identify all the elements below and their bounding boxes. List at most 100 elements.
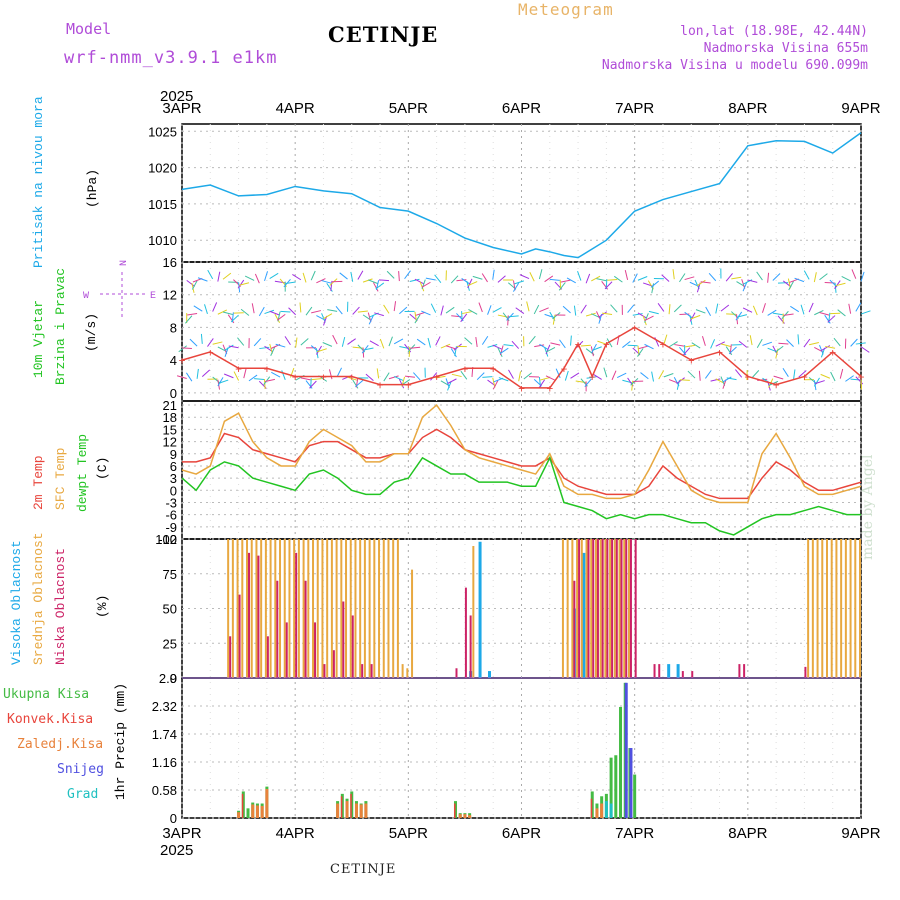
wind-arrow bbox=[803, 270, 810, 280]
cloud-low-label: Niska Oblacnost bbox=[53, 548, 68, 665]
wind-arrow bbox=[212, 302, 218, 312]
wind-arrow bbox=[570, 372, 580, 379]
wind-arrow bbox=[728, 346, 737, 355]
total-precip-bar bbox=[246, 808, 250, 818]
wind-arrow bbox=[399, 306, 408, 315]
wind-arrow bbox=[586, 376, 597, 379]
wind-arrow bbox=[558, 282, 566, 291]
wind-arrow bbox=[271, 371, 281, 378]
wind-arrow bbox=[848, 303, 852, 314]
wind-arrow bbox=[592, 373, 602, 380]
wind-speed-marker: + bbox=[801, 370, 808, 383]
legend-hail: Grad bbox=[67, 787, 99, 802]
wind-arrow bbox=[701, 336, 706, 346]
wind-arrow bbox=[425, 277, 436, 281]
wind-arrow bbox=[450, 275, 459, 284]
wind-arrow bbox=[217, 271, 221, 282]
wind-arrow bbox=[564, 370, 569, 381]
wind-arrow bbox=[596, 278, 607, 282]
legend-conv-precip: Konvek.Kisa bbox=[7, 712, 94, 727]
wind-arrow bbox=[793, 369, 796, 380]
temp-dew-label: dewpt Temp bbox=[75, 434, 90, 512]
wind-speed-marker: + bbox=[716, 346, 723, 359]
wind-arrow bbox=[264, 309, 275, 315]
legend-total-precip: Ukupna Kisa bbox=[3, 687, 90, 702]
wind-arrow bbox=[512, 282, 520, 292]
temperature-y-tick: 6 bbox=[170, 459, 177, 474]
wind-unit: (m/s) bbox=[84, 313, 99, 352]
compass-north-label: N bbox=[119, 260, 130, 266]
precip-y-tick: 0.58 bbox=[152, 783, 177, 798]
wind-arrow bbox=[374, 312, 384, 317]
wind-arrow bbox=[830, 371, 836, 382]
wind-arrow bbox=[421, 281, 431, 288]
wind-speed-marker: + bbox=[603, 338, 610, 351]
wind-arrow bbox=[720, 304, 730, 312]
total-precip-bar bbox=[614, 755, 618, 818]
wind-arrow bbox=[412, 372, 421, 381]
wind-arrow bbox=[398, 378, 405, 389]
frozen-precip-bar bbox=[354, 803, 358, 818]
wind-arrow bbox=[302, 272, 307, 283]
wind-arrow bbox=[276, 313, 286, 321]
wind-arrow bbox=[451, 373, 462, 378]
wind-arrow bbox=[275, 343, 286, 348]
conv-precip-bar bbox=[241, 793, 244, 818]
wind-arrow bbox=[445, 306, 455, 314]
wind-arrow bbox=[788, 281, 795, 291]
wind-arrow bbox=[715, 303, 719, 314]
wind-arrow bbox=[393, 338, 404, 345]
wind-arrow bbox=[735, 311, 743, 321]
wind-arrow bbox=[584, 378, 592, 387]
wind-speed-marker: + bbox=[235, 362, 242, 375]
wind-arrow bbox=[228, 345, 239, 349]
wind-arrow bbox=[224, 344, 234, 351]
wind-arrow bbox=[222, 272, 232, 280]
wind-arrow bbox=[622, 340, 631, 348]
chart-marks: + + + + + + + + + + + + + + + + + + + + + + + + + + + bbox=[179, 132, 865, 818]
wind-arrow bbox=[566, 277, 576, 284]
wind-arrow bbox=[534, 344, 545, 348]
temperature-y-tick: 0 bbox=[170, 483, 177, 498]
wind-arrow bbox=[562, 305, 571, 314]
wind-arrow bbox=[435, 336, 441, 346]
wind-arrow bbox=[357, 310, 368, 313]
wind-arrow bbox=[357, 270, 364, 280]
wind-arrow bbox=[752, 305, 758, 316]
wind-arrow bbox=[419, 281, 425, 292]
wind-arrow bbox=[363, 347, 374, 351]
x-tick-bottom: 8APR bbox=[728, 825, 767, 842]
wind-arrow bbox=[233, 371, 240, 381]
wind-arrow bbox=[545, 347, 556, 353]
wind-arrow bbox=[751, 370, 760, 379]
wind-arrow bbox=[790, 305, 800, 313]
x-tick-top: 7APR bbox=[615, 100, 654, 117]
wind-arrow bbox=[606, 338, 613, 348]
precip-unit: 1hr Precip (mm) bbox=[113, 683, 128, 800]
wind-arrow bbox=[292, 273, 302, 281]
wind-speed-line bbox=[181, 326, 862, 389]
wind-arrow bbox=[251, 303, 255, 314]
wind-arrow bbox=[415, 311, 426, 316]
wind-arrow bbox=[499, 347, 509, 355]
total-precip-bar bbox=[619, 706, 623, 818]
wind-arrow bbox=[375, 282, 385, 290]
wind-arrow bbox=[617, 372, 627, 379]
frozen-precip-bar bbox=[600, 803, 604, 818]
wind-arrow bbox=[772, 312, 783, 316]
wind-arrow bbox=[440, 343, 451, 349]
wind-arrow bbox=[507, 315, 509, 326]
wind-arrow bbox=[632, 273, 638, 283]
wind-arrow bbox=[756, 271, 763, 281]
wind-arrow bbox=[368, 279, 378, 284]
wind-arrow bbox=[410, 346, 421, 349]
wind-arrow bbox=[637, 276, 648, 281]
wind-arrow bbox=[644, 343, 654, 350]
wind-arrow bbox=[650, 280, 660, 288]
wind-arrow bbox=[663, 373, 674, 378]
wind-arrow bbox=[281, 370, 286, 380]
wind-arrow bbox=[833, 337, 841, 347]
wind-arrow bbox=[393, 376, 404, 381]
compass-east-label: E bbox=[150, 291, 156, 302]
wind-arrow bbox=[487, 305, 492, 315]
